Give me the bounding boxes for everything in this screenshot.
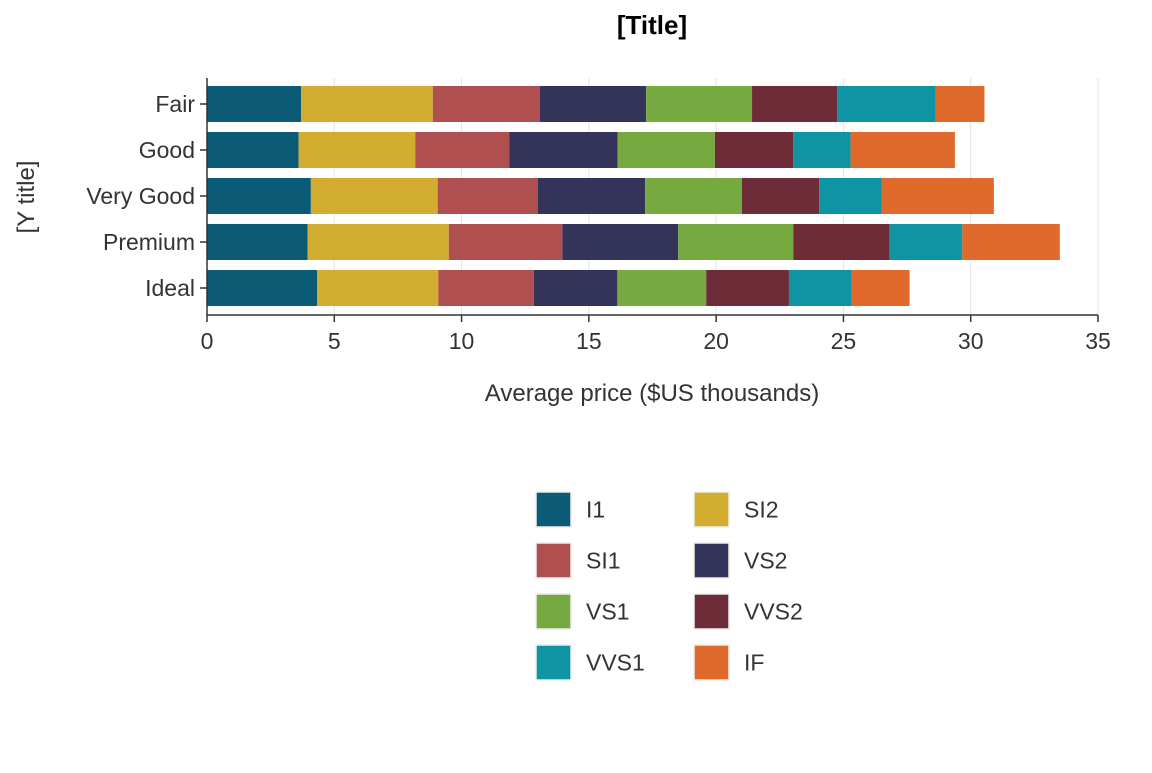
bar-segment	[207, 178, 311, 214]
bar-segment	[562, 224, 679, 260]
bar-segment	[298, 132, 416, 168]
y-tick-label: Premium	[103, 229, 195, 255]
bar-segment	[438, 270, 534, 306]
legend-key	[535, 491, 572, 528]
legend-label: IF	[744, 650, 764, 676]
bar-segment	[935, 86, 985, 122]
bar-segment	[207, 270, 318, 306]
bar-segment	[317, 270, 439, 306]
legend: I1 SI2 SI1 VS2 VS1 VVS2 VVS1 IF	[535, 491, 803, 681]
legend-key	[693, 542, 730, 579]
x-tick-label: 10	[449, 328, 475, 354]
x-axis-title: Average price ($US thousands)	[485, 380, 819, 407]
legend-label: VS2	[744, 548, 787, 574]
bar-segment	[448, 224, 563, 260]
bar-segment	[706, 270, 789, 306]
x-tick-label: 5	[328, 328, 341, 354]
bar-segment	[437, 178, 538, 214]
legend-label: VVS2	[744, 599, 803, 625]
legend-key	[535, 644, 572, 681]
x-tick-label: 35	[1085, 328, 1111, 354]
bar-segment	[889, 224, 963, 260]
legend-label: SI1	[586, 548, 621, 574]
bar-segment	[509, 132, 618, 168]
bar-segment	[819, 178, 882, 214]
bar-segment	[837, 86, 936, 122]
legend-label: VS1	[586, 599, 629, 625]
bar-segment	[646, 86, 753, 122]
bar-segment	[881, 178, 994, 214]
legend-key	[693, 593, 730, 630]
bar-segment	[851, 270, 910, 306]
bar-segment	[962, 224, 1060, 260]
bar-segment	[793, 224, 890, 260]
bar-segment	[850, 132, 955, 168]
x-tick-label: 15	[576, 328, 602, 354]
legend-label: VVS1	[586, 650, 645, 676]
bar-segment	[310, 178, 438, 214]
legend-key	[535, 593, 572, 630]
x-tick-label: 20	[703, 328, 729, 354]
bar-segment	[678, 224, 794, 260]
y-axis-title: [Y title]	[13, 161, 40, 234]
y-tick-label: Good	[139, 137, 195, 163]
chart-title: [Title]	[617, 10, 687, 40]
bar-segment	[741, 178, 820, 214]
bar-segment	[617, 132, 715, 168]
bar-segment	[645, 178, 742, 214]
axes: 0 5 10 15 20 25 30 35 Fair Good Very Good Premium Id…	[86, 78, 1111, 354]
bar-segment	[788, 270, 852, 306]
bar-segment	[207, 224, 308, 260]
legend-key	[693, 644, 730, 681]
legend-label: SI2	[744, 497, 779, 523]
legend-key	[535, 542, 572, 579]
bar-segment	[793, 132, 851, 168]
x-tick-label: 30	[958, 328, 984, 354]
legend-key	[693, 491, 730, 528]
bar-segment	[617, 270, 707, 306]
y-tick-label: Very Good	[86, 183, 195, 209]
x-tick-label: 0	[201, 328, 214, 354]
bar-segment	[307, 224, 449, 260]
bar-segment	[207, 86, 302, 122]
x-tick-label: 25	[831, 328, 857, 354]
bar-segment	[432, 86, 540, 122]
bar-segment	[539, 86, 647, 122]
bar-segment	[752, 86, 838, 122]
y-tick-label: Fair	[155, 91, 195, 117]
y-tick-label: Ideal	[145, 275, 195, 301]
bar-segment	[537, 178, 646, 214]
bars	[207, 86, 1060, 306]
bar-segment	[714, 132, 794, 168]
bar-segment	[301, 86, 433, 122]
bar-segment	[415, 132, 510, 168]
legend-label: I1	[586, 497, 605, 523]
bar-segment	[533, 270, 618, 306]
bar-segment	[207, 132, 299, 168]
